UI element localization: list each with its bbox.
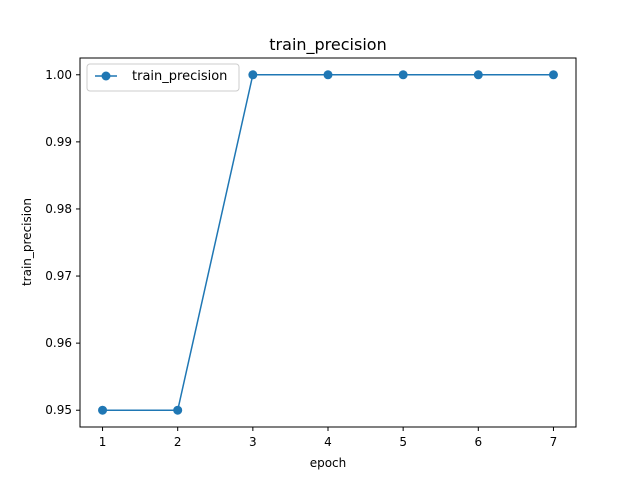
- data-point: [98, 405, 108, 415]
- y-tick-label: 0.99: [45, 135, 72, 149]
- data-point: [398, 70, 408, 80]
- chart-title: train_precision: [269, 35, 386, 55]
- y-tick-label: 1.00: [45, 68, 72, 82]
- legend-marker-swatch: [101, 71, 111, 81]
- data-point: [548, 70, 558, 80]
- legend: train_precision: [86, 63, 240, 92]
- x-tick-label: 1: [99, 435, 107, 449]
- data-point: [173, 405, 183, 415]
- x-axis-ticks: 1 2 3 4 5 6 7: [99, 427, 558, 449]
- x-tick-label: 7: [550, 435, 558, 449]
- y-tick-label: 0.98: [45, 202, 72, 216]
- x-tick-label: 3: [249, 435, 257, 449]
- x-axis-label: epoch: [310, 456, 347, 470]
- y-axis-ticks: 0.95 0.96 0.97 0.98 0.99 1.00: [45, 68, 80, 417]
- data-point: [473, 70, 483, 80]
- legend-label: train_precision: [132, 69, 227, 84]
- y-tick-label: 0.97: [45, 269, 72, 283]
- y-axis-label: train_precision: [20, 198, 34, 286]
- x-tick-label: 2: [174, 435, 182, 449]
- x-tick-label: 6: [474, 435, 482, 449]
- data-point: [323, 70, 333, 80]
- legend-box: [86, 63, 240, 92]
- x-tick-label: 4: [324, 435, 332, 449]
- x-tick-label: 5: [399, 435, 407, 449]
- series-layer: [98, 70, 558, 415]
- y-tick-label: 0.96: [45, 336, 72, 350]
- data-point: [248, 70, 258, 80]
- y-tick-label: 0.95: [45, 403, 72, 417]
